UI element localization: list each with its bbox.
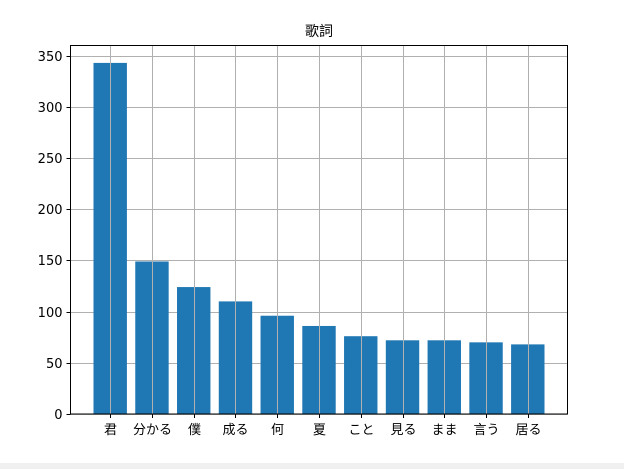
y-tick-label: 250 — [38, 152, 63, 167]
x-tick-label: 何 — [271, 422, 284, 438]
x-tick-label: 見る — [390, 423, 416, 438]
y-tick-label: 350 — [38, 50, 63, 65]
x-tick-label: 言う — [473, 423, 499, 438]
x-tick-label: まま — [431, 423, 457, 438]
bar-こと — [344, 336, 378, 414]
chart-title: 歌詞 — [305, 24, 333, 40]
x-tick-label: 分かる — [133, 423, 172, 438]
x-tick-label: こと — [348, 423, 374, 438]
bar-居る — [511, 344, 545, 414]
y-tick-label: 50 — [46, 357, 63, 372]
bar-分かる — [135, 261, 169, 414]
y-tick-label: 300 — [38, 101, 63, 116]
y-tick-label: 200 — [38, 203, 63, 218]
x-tick-label: 君 — [104, 423, 117, 438]
y-tick-label: 150 — [38, 254, 63, 269]
x-tick-label: 成る — [222, 423, 248, 438]
x-tick-label: 僕 — [188, 423, 201, 438]
x-tick-label: 夏 — [313, 423, 326, 438]
bar-見る — [385, 340, 420, 414]
y-tick-label: 100 — [38, 306, 63, 321]
window-bottom-edge — [0, 463, 624, 469]
x-tick-label: 居る — [515, 423, 541, 438]
y-tick-label: 0 — [54, 408, 62, 423]
bar-僕 — [177, 287, 211, 414]
